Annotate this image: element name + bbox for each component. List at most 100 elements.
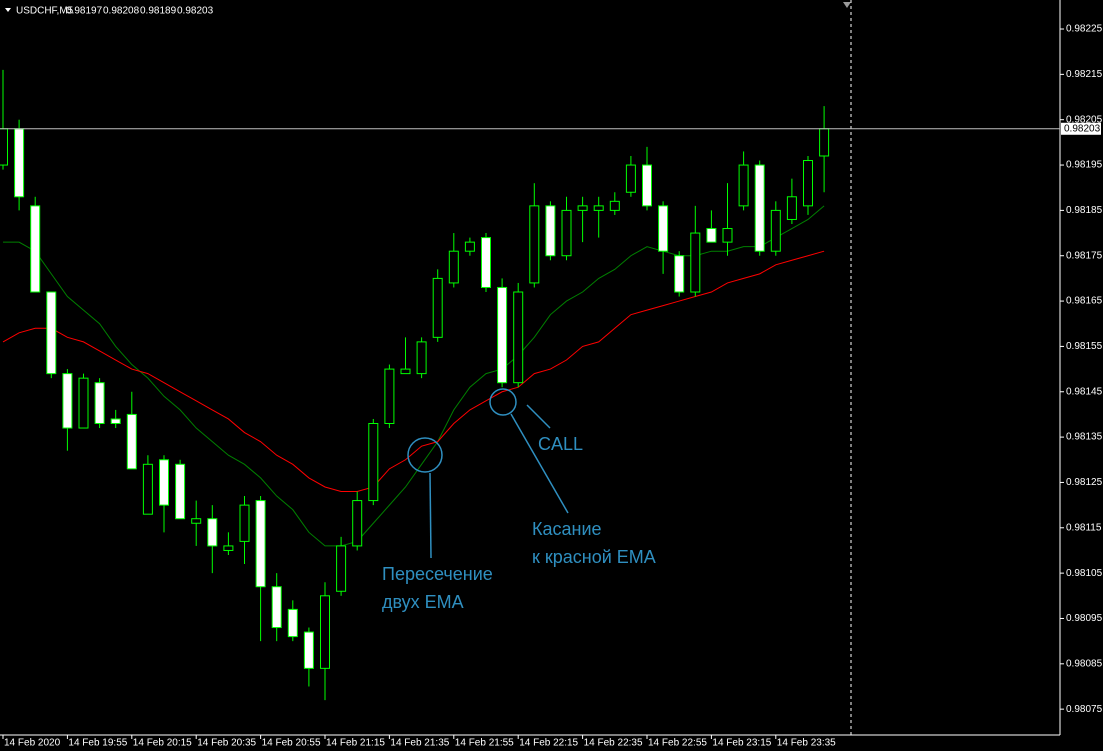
y-tick-label: 0.98115	[1066, 522, 1102, 533]
candle-body	[561, 209, 572, 257]
x-tick-label: 14 Feb 21:35	[390, 738, 449, 749]
candle-body	[384, 368, 395, 424]
annotation: двух EMA	[382, 592, 464, 612]
candle-body	[819, 128, 830, 157]
candle-body	[690, 232, 701, 293]
cross-circle	[407, 437, 443, 473]
candle-body	[577, 205, 588, 211]
header: USDCHF,M5 0.98197 0.98208 0.98189 0.9820…	[16, 6, 214, 17]
candle-body	[609, 200, 620, 211]
candle-body	[545, 205, 556, 257]
candle-body	[78, 377, 89, 429]
annotation: CALL	[538, 434, 583, 454]
candle-body	[432, 277, 443, 338]
candle-body	[126, 413, 137, 470]
candle-body	[529, 205, 540, 284]
candle-body	[674, 255, 685, 293]
candle-body	[159, 459, 169, 506]
x-tick-label: 14 Feb 22:35	[584, 738, 643, 749]
candle-body	[593, 205, 604, 211]
y-tick-label: 0.98145	[1066, 386, 1103, 397]
y-tick-label: 0.98155	[1066, 341, 1103, 352]
symbol: USDCHF,M5	[16, 6, 74, 17]
candle-body	[46, 291, 57, 375]
header-low: 0.98189	[140, 6, 177, 17]
candle-body	[62, 373, 73, 429]
ema-line	[3, 205, 825, 547]
x-tick-label: 14 Feb 20:15	[133, 738, 192, 749]
candle-body	[142, 463, 153, 515]
y-tick-label: 0.98195	[1066, 160, 1103, 171]
x-tick-label: 14 Feb 23:15	[712, 738, 771, 749]
candle-body	[464, 241, 475, 252]
y-tick-label: 0.98175	[1066, 250, 1103, 261]
call-pointer	[526, 404, 551, 429]
candle-body	[336, 545, 347, 592]
candle-body	[287, 608, 298, 638]
candle-body	[0, 128, 8, 166]
candle-body	[513, 291, 524, 384]
candle-body	[110, 418, 121, 424]
candle-body	[722, 228, 733, 243]
candle-body	[368, 422, 379, 502]
x-tick-label: 14 Feb 19:55	[68, 738, 127, 749]
candle-body	[239, 504, 250, 542]
candle-body	[175, 463, 186, 520]
candle-body	[400, 368, 411, 375]
price-label: 0.98203	[1064, 123, 1101, 134]
touch-circle	[489, 388, 517, 416]
y-tick-label: 0.98165	[1066, 296, 1103, 307]
candle-body	[271, 586, 282, 629]
candle-body	[706, 228, 717, 243]
y-tick-label: 0.98135	[1066, 432, 1103, 443]
x-tick-label: 14 Feb 22:55	[648, 738, 707, 749]
x-tick-label: 14 Feb 22:15	[519, 738, 578, 749]
annotation: Касание	[532, 519, 602, 539]
y-tick-label: 0.98095	[1066, 613, 1103, 624]
candle-body	[352, 500, 363, 547]
candle-body	[416, 341, 427, 375]
y-tick-label: 0.98105	[1066, 568, 1103, 579]
candle-body	[207, 518, 218, 547]
candle-body	[320, 595, 330, 669]
x-tick-label: 14 Feb 23:35	[777, 738, 836, 749]
y-tick-label: 0.98205	[1066, 114, 1103, 125]
annotation: к красной EMA	[532, 547, 656, 567]
x-tick-label: 14 Feb 21:15	[326, 738, 385, 749]
touch-pointer	[510, 413, 569, 514]
candle-body	[497, 286, 508, 384]
ema-line	[2, 250, 825, 493]
header-high: 0.98208	[103, 6, 140, 17]
cross-pointer	[429, 472, 432, 559]
candle-body	[786, 196, 797, 220]
y-tick-label: 0.98085	[1066, 658, 1103, 669]
header-open: 0.98197	[66, 6, 103, 17]
candle-body	[30, 205, 41, 293]
candle-body	[448, 250, 459, 284]
candle-body	[191, 518, 202, 524]
x-tick-label: 14 Feb 21:55	[455, 738, 514, 749]
candle-body	[94, 382, 105, 424]
header-close: 0.98203	[177, 6, 214, 17]
candle-body	[223, 545, 234, 551]
candle-body	[255, 500, 266, 588]
y-tick-label: 0.98225	[1066, 24, 1103, 35]
candle-body	[642, 164, 652, 207]
price-label-box	[1061, 122, 1101, 135]
annotation: Пересечение	[382, 564, 493, 584]
candle-body	[803, 160, 813, 207]
candle-body	[303, 631, 314, 669]
y-tick-label: 0.98075	[1066, 704, 1103, 715]
y-tick-label: 0.98185	[1066, 205, 1103, 216]
annotations	[407, 388, 569, 559]
candle-body	[770, 209, 781, 252]
header-arrow	[5, 8, 11, 12]
candle-body	[658, 205, 669, 252]
candle-body	[625, 164, 636, 193]
candle-body	[481, 237, 491, 288]
y-tick-label: 0.98215	[1066, 69, 1103, 80]
x-tick-label: 14 Feb 20:55	[262, 738, 321, 749]
x-tick-label: 14 Feb 2020	[4, 738, 61, 749]
candle-body	[14, 128, 25, 198]
